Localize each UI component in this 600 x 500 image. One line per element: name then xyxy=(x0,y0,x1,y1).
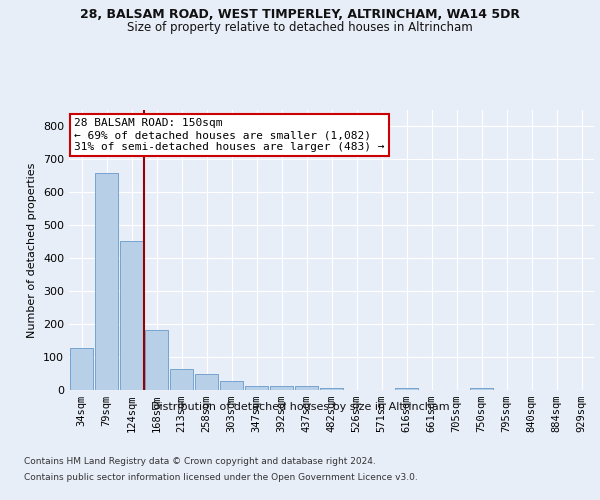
Bar xyxy=(170,369,193,390)
Text: 28, BALSAM ROAD, WEST TIMPERLEY, ALTRINCHAM, WA14 5DR: 28, BALSAM ROAD, WEST TIMPERLEY, ALTRINC… xyxy=(80,8,520,20)
Text: 28 BALSAM ROAD: 150sqm
← 69% of detached houses are smaller (1,082)
31% of semi-: 28 BALSAM ROAD: 150sqm ← 69% of detached… xyxy=(74,118,385,152)
Text: Distribution of detached houses by size in Altrincham: Distribution of detached houses by size … xyxy=(151,402,449,412)
Bar xyxy=(70,348,93,390)
Text: Contains public sector information licensed under the Open Government Licence v3: Contains public sector information licen… xyxy=(24,472,418,482)
Bar xyxy=(145,330,168,390)
Bar xyxy=(220,382,243,390)
Bar xyxy=(270,386,293,390)
Text: Contains HM Land Registry data © Crown copyright and database right 2024.: Contains HM Land Registry data © Crown c… xyxy=(24,458,376,466)
Bar xyxy=(295,386,318,390)
Bar xyxy=(195,374,218,390)
Text: Size of property relative to detached houses in Altrincham: Size of property relative to detached ho… xyxy=(127,21,473,34)
Bar xyxy=(395,388,418,390)
Bar xyxy=(95,172,118,390)
Bar xyxy=(120,241,143,390)
Y-axis label: Number of detached properties: Number of detached properties xyxy=(28,162,37,338)
Bar xyxy=(320,388,343,390)
Bar xyxy=(245,386,268,390)
Bar xyxy=(470,388,493,390)
